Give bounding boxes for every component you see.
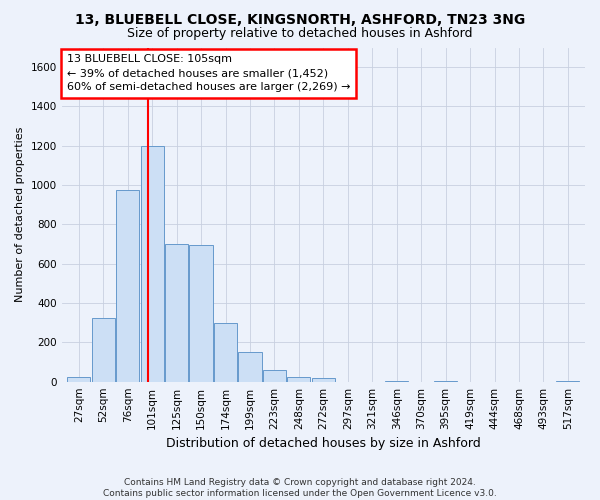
Bar [165, 244, 188, 382]
Bar [385, 380, 409, 382]
Bar [556, 380, 580, 382]
X-axis label: Distribution of detached houses by size in Ashford: Distribution of detached houses by size … [166, 437, 481, 450]
Text: Contains HM Land Registry data © Crown copyright and database right 2024.
Contai: Contains HM Land Registry data © Crown c… [103, 478, 497, 498]
Bar [190, 245, 212, 382]
Bar [238, 352, 262, 382]
Bar [140, 146, 164, 382]
Text: 13, BLUEBELL CLOSE, KINGSNORTH, ASHFORD, TN23 3NG: 13, BLUEBELL CLOSE, KINGSNORTH, ASHFORD,… [75, 12, 525, 26]
Y-axis label: Number of detached properties: Number of detached properties [15, 127, 25, 302]
Bar [434, 380, 457, 382]
Bar [116, 190, 139, 382]
Bar [287, 377, 310, 382]
Bar [263, 370, 286, 382]
Bar [67, 377, 91, 382]
Text: 13 BLUEBELL CLOSE: 105sqm
← 39% of detached houses are smaller (1,452)
60% of se: 13 BLUEBELL CLOSE: 105sqm ← 39% of detac… [67, 54, 350, 92]
Bar [312, 378, 335, 382]
Bar [214, 322, 237, 382]
Text: Size of property relative to detached houses in Ashford: Size of property relative to detached ho… [127, 28, 473, 40]
Bar [92, 318, 115, 382]
